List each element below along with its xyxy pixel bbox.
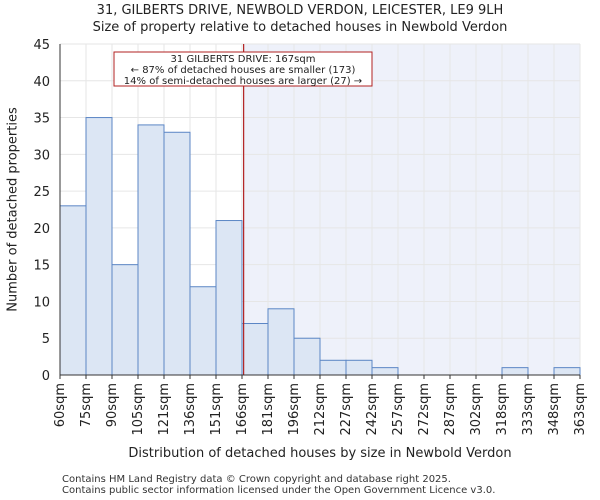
x-tick-label: 105sqm xyxy=(131,383,146,436)
histogram-bar xyxy=(345,359,373,376)
histogram-bar xyxy=(59,205,87,376)
x-tick-label: 90sqm xyxy=(105,383,120,427)
histogram-bar xyxy=(215,220,243,376)
histogram-bar xyxy=(267,308,295,376)
y-tick-label: 0 xyxy=(42,369,50,384)
x-tick-label: 60sqm xyxy=(53,383,68,427)
x-tick-label: 227sqm xyxy=(339,383,354,436)
y-tick-label: 40 xyxy=(33,75,50,90)
histogram-bar xyxy=(137,124,165,376)
x-axis-label: Distribution of detached houses by size … xyxy=(128,446,511,461)
x-tick-label: 151sqm xyxy=(209,383,224,436)
y-tick-label: 5 xyxy=(42,332,50,347)
histogram-bar xyxy=(319,359,347,376)
histogram-bar xyxy=(553,367,581,376)
x-tick-label: 363sqm xyxy=(573,383,588,436)
histogram-bar xyxy=(501,367,529,376)
x-tick-label: 166sqm xyxy=(235,383,250,436)
y-tick-label: 45 xyxy=(33,38,50,53)
x-tick-label: 302sqm xyxy=(469,383,484,436)
x-tick-label: 287sqm xyxy=(443,383,458,436)
x-tick-label: 196sqm xyxy=(287,383,302,436)
histogram-bar xyxy=(111,264,139,376)
footer-copyright: Contains HM Land Registry data © Crown c… xyxy=(62,474,451,485)
chart-title: 31, GILBERTS DRIVE, NEWBOLD VERDON, LEIC… xyxy=(96,3,504,18)
x-tick-label: 136sqm xyxy=(183,383,198,436)
x-tick-label: 212sqm xyxy=(313,383,328,436)
x-tick-label: 181sqm xyxy=(261,383,276,436)
annotation-line-2: ← 87% of detached houses are smaller (17… xyxy=(131,65,356,76)
histogram-bar xyxy=(371,367,399,376)
histogram-bar xyxy=(85,117,113,376)
annotation-line-3: 14% of semi-detached houses are larger (… xyxy=(124,76,362,87)
y-tick-label: 25 xyxy=(33,185,50,200)
chart-subtitle: Size of property relative to detached ho… xyxy=(92,20,508,35)
highlight-region xyxy=(243,44,580,375)
histogram-bar xyxy=(189,286,217,376)
annotation-line-1: 31 GILBERTS DRIVE: 167sqm xyxy=(171,54,316,65)
y-axis-label: Number of detached properties xyxy=(6,107,21,312)
x-tick-label: 348sqm xyxy=(547,383,562,436)
x-tick-label: 121sqm xyxy=(157,383,172,436)
x-tick-label: 333sqm xyxy=(521,383,536,436)
x-tick-label: 318sqm xyxy=(495,383,510,436)
y-tick-label: 35 xyxy=(33,112,50,127)
histogram-bar xyxy=(163,131,191,376)
histogram-bar xyxy=(241,323,269,376)
y-tick-label: 10 xyxy=(33,295,50,310)
x-tick-label: 257sqm xyxy=(391,383,406,436)
x-tick-label: 272sqm xyxy=(417,383,432,436)
histogram-bar xyxy=(293,337,321,376)
x-tick-label: 75sqm xyxy=(79,383,94,427)
y-tick-label: 20 xyxy=(33,222,50,237)
y-tick-label: 15 xyxy=(33,259,50,274)
y-tick-label: 30 xyxy=(33,148,50,163)
annotation-box xyxy=(113,51,373,87)
histogram-chart: 0 5 10 15 20 25 30 35 40 45 60sqm 75sqm 90sqm 105sqm 1… xyxy=(6,38,588,461)
x-tick-label: 242sqm xyxy=(365,383,380,436)
footer-licence: Contains public sector information licen… xyxy=(62,485,496,496)
